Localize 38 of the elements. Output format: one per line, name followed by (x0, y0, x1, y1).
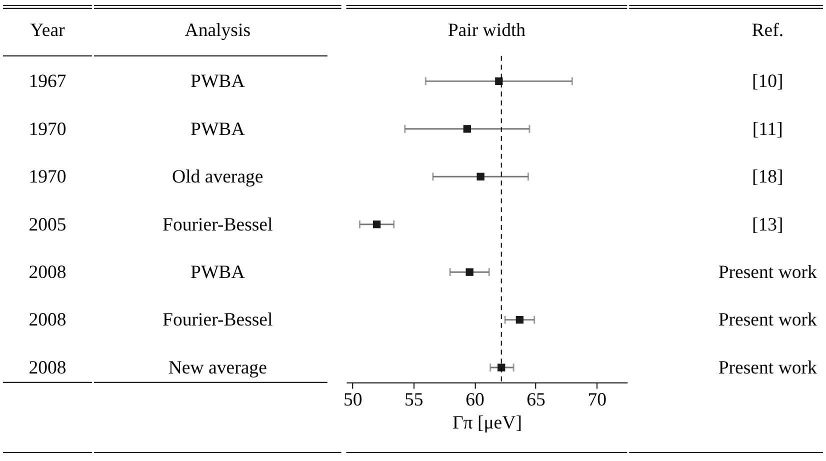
text: 2008 (28, 357, 66, 378)
y-tick-label: Old average (172, 166, 264, 188)
text: 2005 (28, 214, 66, 236)
text: [10] (752, 71, 784, 92)
x-tick-label: 50 (343, 390, 362, 411)
point (495, 77, 503, 86)
y-tick-label: PWBA (190, 118, 246, 140)
point (466, 268, 474, 276)
text: [18] (752, 166, 784, 188)
y-tick-label: Fourier-Bessel (162, 310, 273, 331)
text: 2008 (28, 262, 66, 284)
y-tick-label: PWBA (190, 71, 246, 92)
text: Present work (718, 357, 818, 378)
text: 1967 (28, 71, 66, 92)
y-tick-label: Fourier-Bessel (162, 214, 273, 236)
point (516, 316, 524, 324)
text: Present work (718, 262, 818, 284)
point (372, 220, 381, 228)
x-tick-label: 65 (526, 390, 546, 411)
x-tick-label: 55 (404, 390, 424, 411)
y-axis-title: Analysis (184, 20, 250, 42)
point (498, 364, 506, 372)
x-tick-label: 60 (466, 390, 484, 411)
text: 1970 (28, 166, 66, 188)
text: Present work (718, 310, 818, 331)
point (476, 172, 484, 180)
point (463, 125, 471, 133)
x-axis-title: Γπ [μeV] (452, 412, 522, 434)
text: [11] (752, 118, 783, 140)
text: 2008 (28, 310, 66, 331)
y-tick-label: New average (168, 357, 267, 378)
chart-title: Pair width (448, 20, 526, 42)
x-tick-label: 70 (588, 390, 607, 411)
text: 1970 (28, 118, 66, 140)
text: [13] (752, 214, 784, 236)
text: Ref. (752, 20, 784, 42)
y-tick-label: PWBA (190, 262, 246, 284)
text: Year (30, 20, 66, 42)
